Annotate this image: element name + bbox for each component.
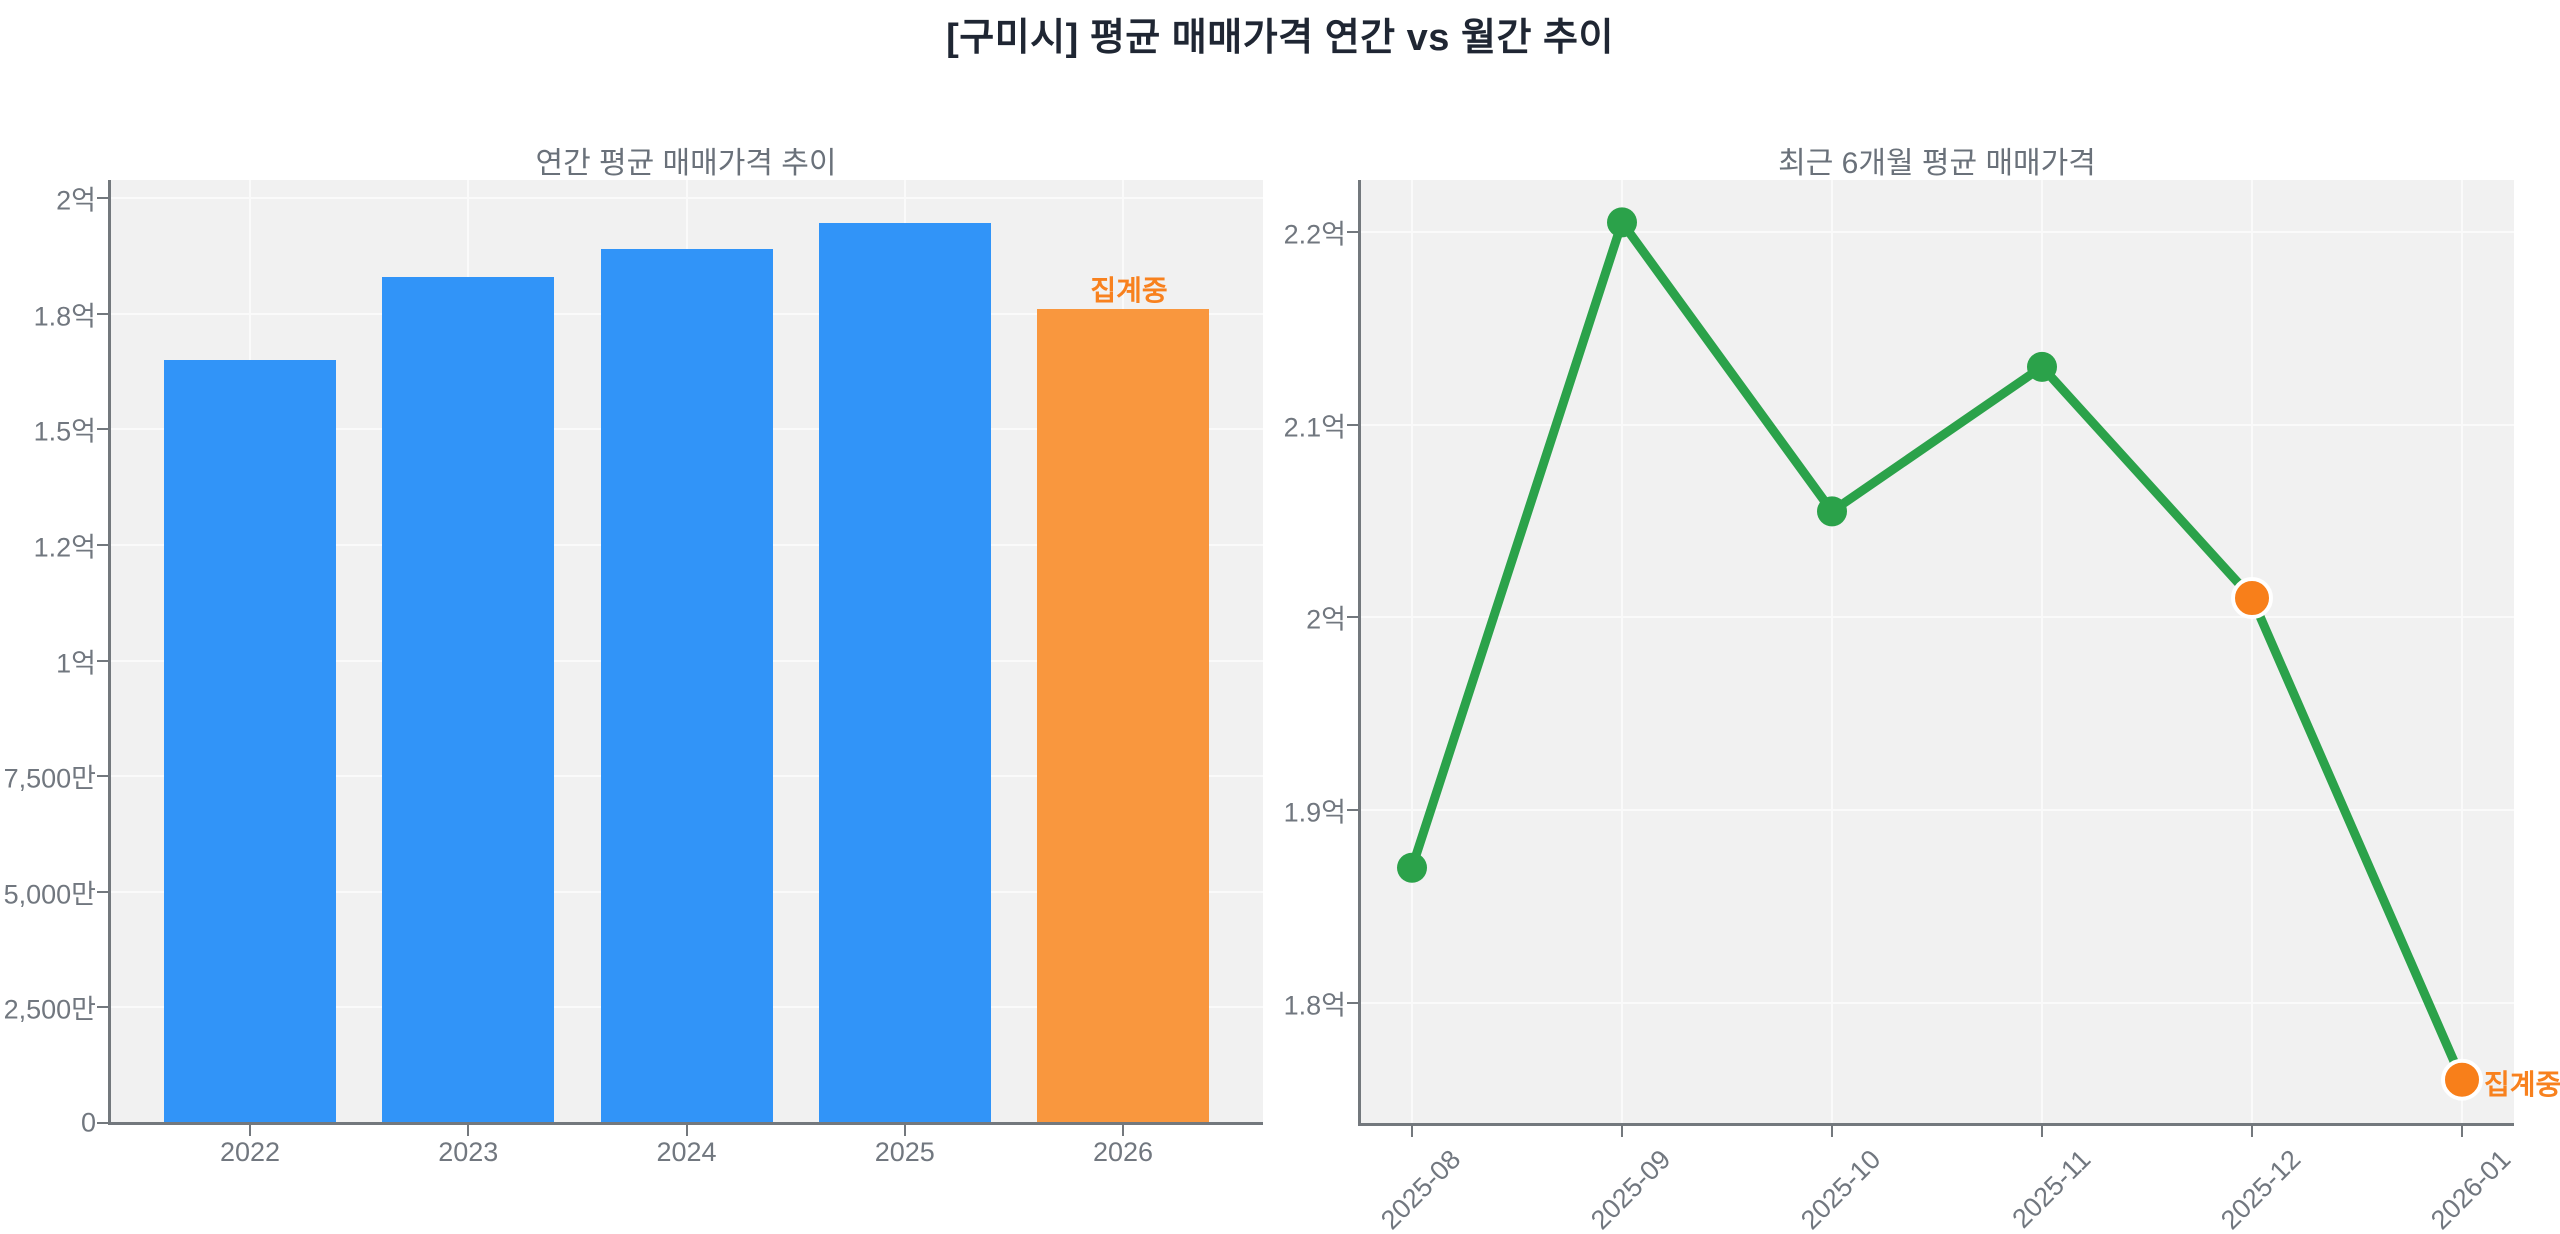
y-axis-tick (97, 543, 109, 546)
y-axis-tick (97, 428, 109, 431)
y-axis-tick-label: 2.2억 (1283, 219, 1346, 250)
y-axis-tick (97, 197, 109, 200)
plot-area (1360, 180, 2514, 1124)
y-axis-tick-label: 2.1억 (1283, 412, 1346, 443)
x-axis-tick (1621, 1125, 1623, 1137)
y-axis-tick-label: 1.2억 (33, 532, 96, 563)
grid-line-horizontal (1360, 423, 2514, 426)
x-axis-line (108, 1122, 1263, 1125)
y-axis-tick (97, 1006, 109, 1009)
y-axis-tick-label: 2억 (56, 185, 96, 216)
data-point-2025-11 (2027, 351, 2057, 382)
y-axis-tick (97, 890, 109, 893)
bar-2026 (1037, 309, 1209, 1123)
x-axis-tick-label: 2025-12 (2214, 1144, 2307, 1234)
x-axis-tick (1122, 1124, 1124, 1136)
grid-line-horizontal (1360, 1001, 2514, 1004)
data-point-2025-10 (1817, 496, 1847, 527)
aggregating-annotation: 집계중 (2484, 1068, 2560, 1100)
aggregating-annotation: 집계중 (1090, 275, 1168, 307)
grid-line-vertical (1831, 180, 1833, 1124)
x-axis-tick (685, 1124, 688, 1136)
x-axis-line (1358, 1123, 2514, 1126)
y-axis-tick (97, 775, 109, 778)
y-axis-tick (97, 1122, 109, 1124)
x-axis-tick (249, 1124, 251, 1136)
x-axis-tick-label: 2025-08 (1374, 1144, 1467, 1234)
x-axis-tick-label: 2026-01 (2424, 1144, 2517, 1234)
y-axis-tick-label: 1억 (56, 648, 96, 679)
grid-line-horizontal (110, 197, 1263, 200)
y-axis-tick-label: 1.8억 (33, 301, 96, 332)
grid-line-vertical (2041, 180, 2043, 1124)
x-axis-tick-label: 2022 (219, 1137, 281, 1167)
y-axis-tick (1347, 808, 1359, 811)
y-axis-tick-label: 0 (80, 1107, 96, 1138)
x-axis-tick-label: 2025-11 (2006, 1144, 2097, 1234)
grid-line-vertical (2251, 180, 2253, 1124)
trend-line (1407, 217, 2467, 1085)
y-axis-line (108, 180, 111, 1125)
y-axis-tick-label: 2,500만 (3, 994, 96, 1025)
y-axis-tick-label: 2억 (1306, 604, 1346, 635)
x-axis-tick-label: 2025 (874, 1137, 935, 1167)
bar-2025 (818, 223, 991, 1123)
y-axis-tick (97, 659, 109, 662)
x-axis-tick-label: 2025-09 (1584, 1144, 1677, 1234)
x-axis-tick-label: 2025-10 (1794, 1144, 1887, 1234)
y-axis-tick (1347, 616, 1359, 619)
annual-chart-title: 연간 평균 매매가격 추이 (535, 147, 837, 180)
x-axis-tick (2251, 1125, 2253, 1137)
data-point-2025-09 (1607, 207, 1637, 238)
y-axis-tick-label: 1.5억 (33, 416, 96, 447)
grid-line-horizontal (1360, 808, 2514, 811)
x-axis-tick (467, 1124, 470, 1136)
y-axis-line (1358, 180, 1361, 1126)
x-axis-tick (1831, 1125, 1833, 1137)
bar-2023 (382, 276, 555, 1123)
grid-line-horizontal (1360, 616, 2514, 619)
y-axis-tick (1347, 1001, 1359, 1004)
y-axis-tick-label: 1.9억 (1283, 797, 1346, 828)
y-axis-tick (1347, 423, 1359, 426)
x-axis-tick (1411, 1125, 1413, 1137)
trend-line-canvas (1397, 207, 2483, 1101)
y-axis-tick (97, 312, 109, 315)
data-point-2025-08 (1397, 852, 1427, 883)
x-axis-tick (2461, 1125, 2463, 1137)
x-axis-tick-label: 2023 (438, 1137, 499, 1167)
monthly-chart-title: 최근 6개월 평균 매매가격 (1778, 147, 2096, 180)
x-axis-tick-label: 2024 (656, 1137, 717, 1167)
y-axis-tick-label: 1.8억 (1283, 990, 1346, 1021)
grid-line-horizontal (1360, 231, 2514, 234)
x-axis-tick-label: 2026 (1092, 1137, 1154, 1167)
grid-line-vertical (1411, 180, 1413, 1124)
data-point-2026-01 (2441, 1058, 2483, 1101)
grid-line-vertical (1621, 180, 1623, 1124)
y-axis-tick (1347, 231, 1359, 234)
bar-2022 (164, 359, 336, 1123)
grid-line-vertical (2461, 180, 2463, 1124)
x-axis-tick (903, 1124, 906, 1136)
data-point-2025-12 (2231, 577, 2273, 620)
bar-2024 (600, 248, 773, 1123)
figure-title: [구미시] 평균 매매가격 연간 vs 월간 추이 (946, 17, 1614, 59)
y-axis-tick-label: 5,000만 (3, 879, 96, 910)
y-axis-tick-label: 7,500만 (3, 763, 96, 794)
x-axis-tick (2041, 1125, 2043, 1137)
